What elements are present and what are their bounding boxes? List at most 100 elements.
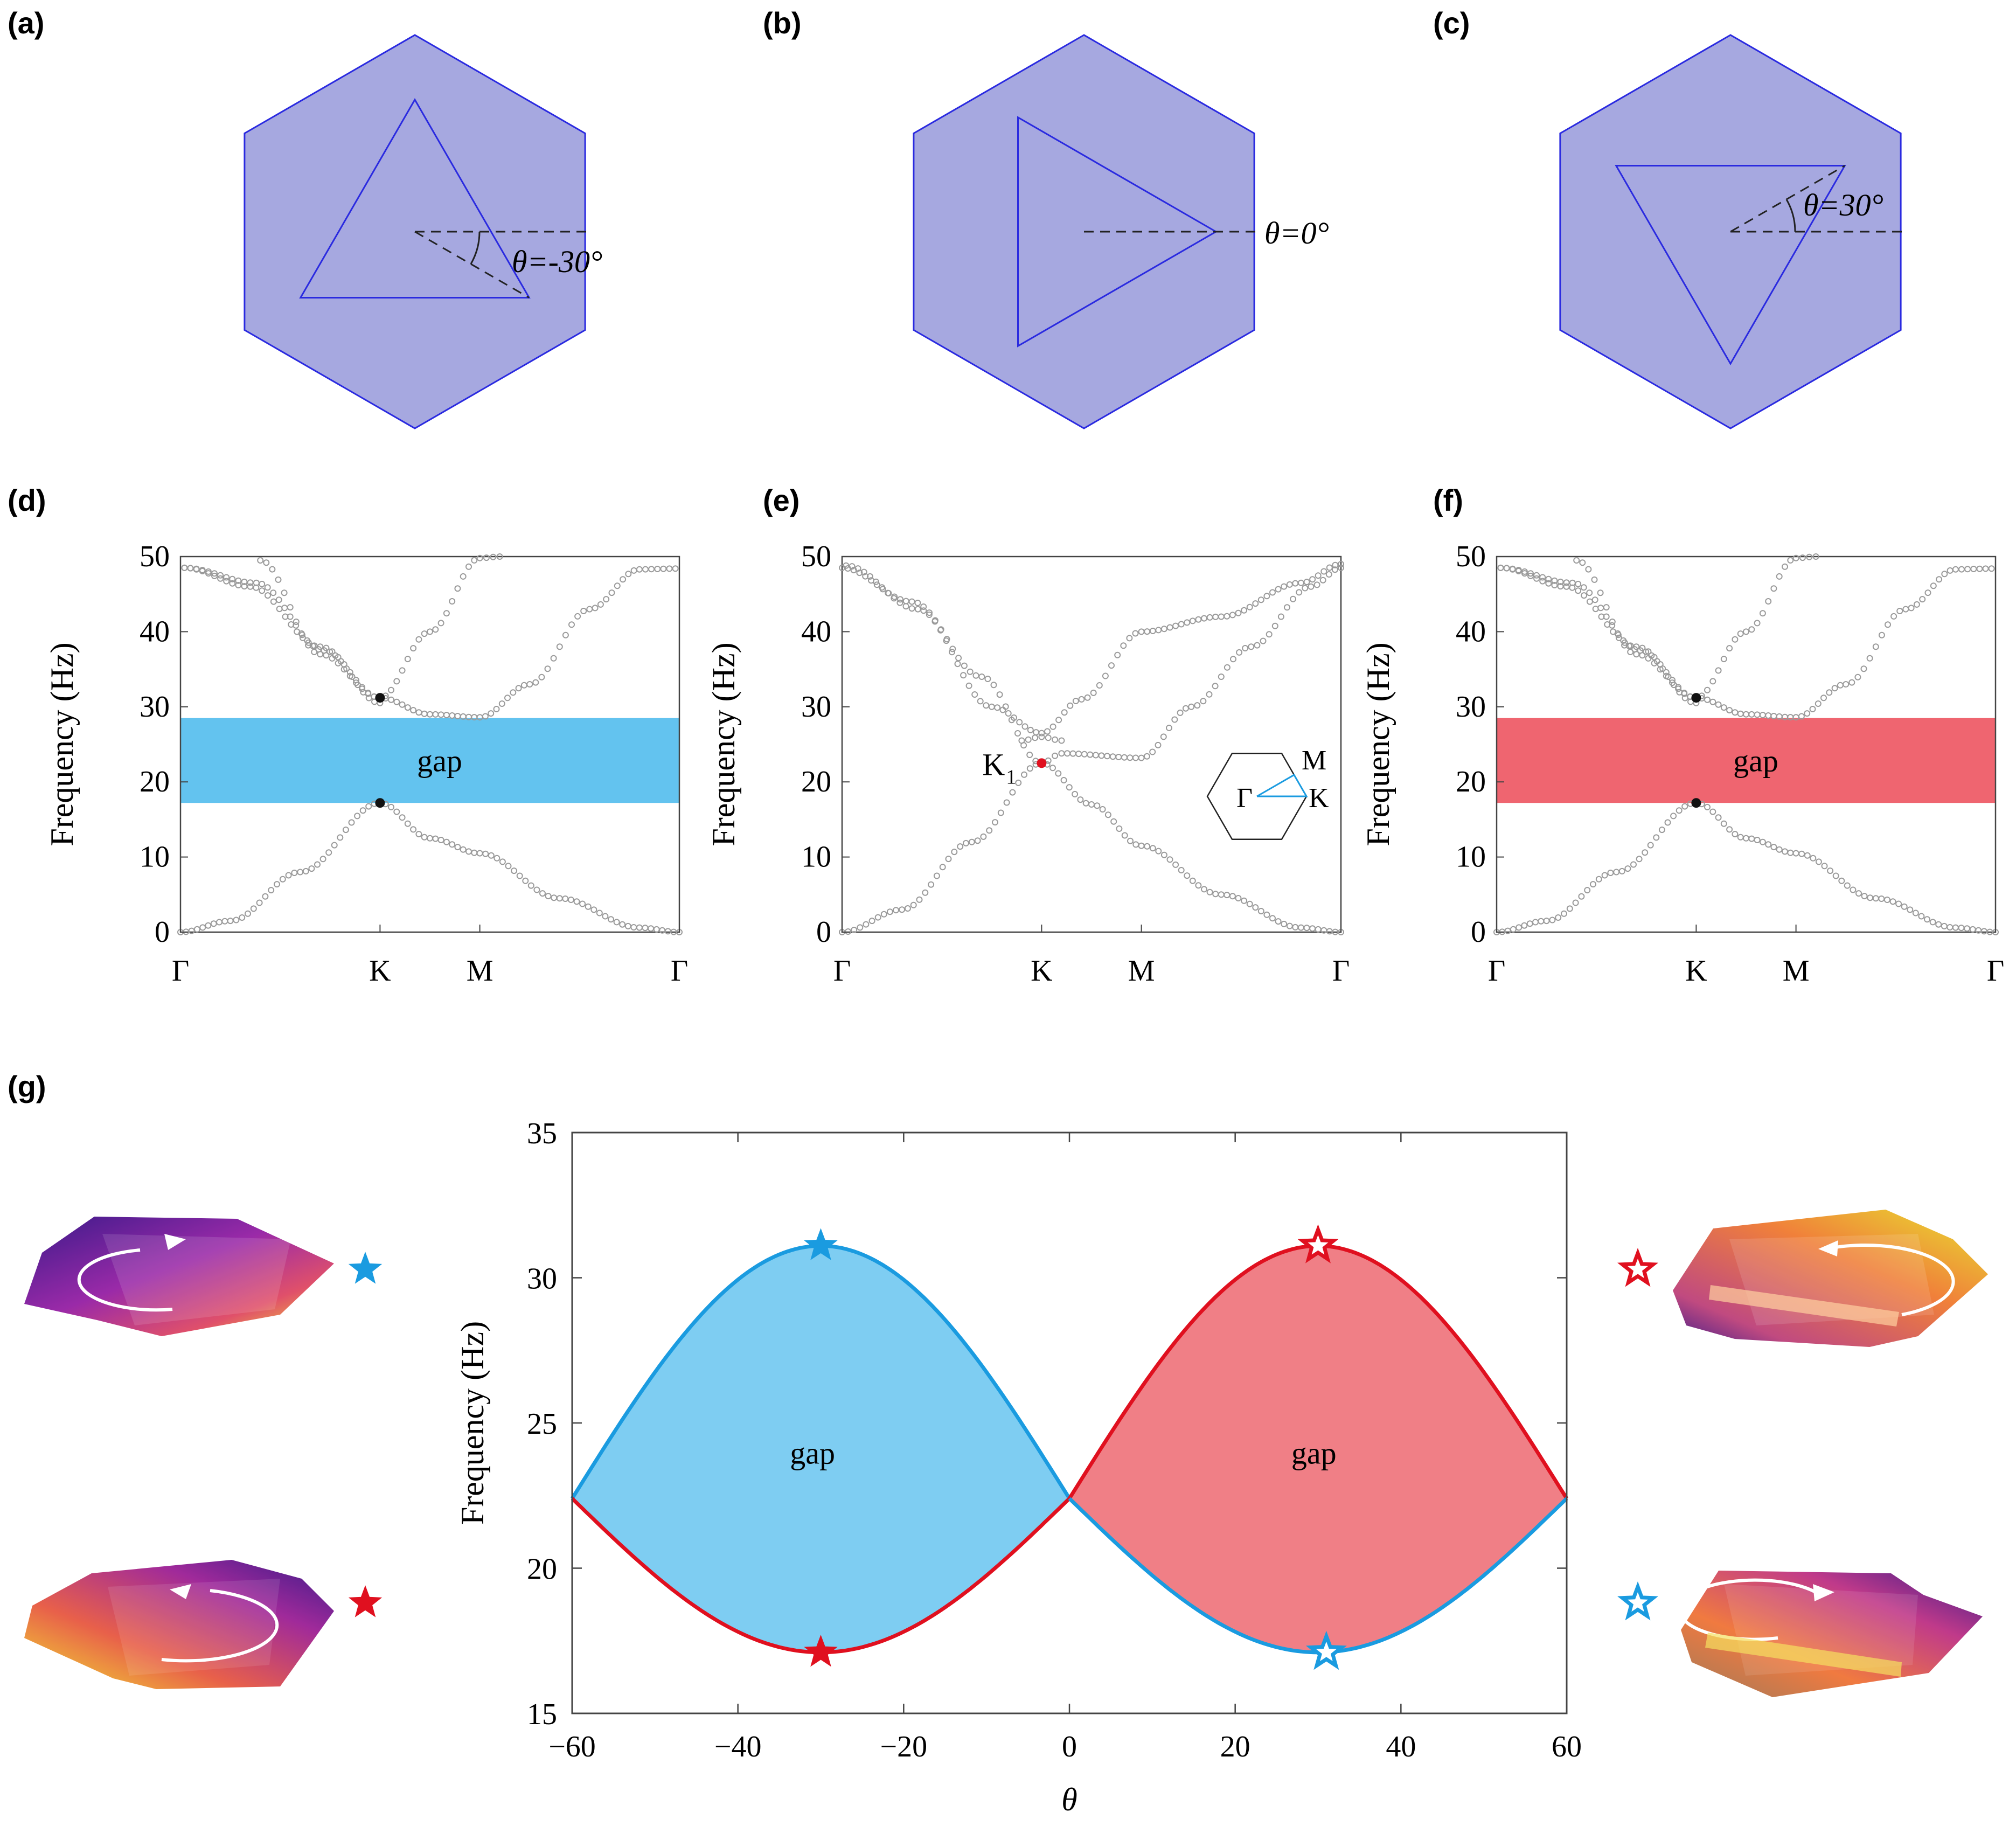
band-point: [1804, 710, 1811, 717]
band-point: [1732, 709, 1739, 716]
band-point: [999, 706, 1006, 713]
band-point: [1296, 589, 1303, 596]
x-tick-label: M: [1128, 954, 1155, 988]
bz-gamma: Γ: [1236, 783, 1253, 814]
band-point: [1171, 716, 1178, 723]
band-point: [1597, 589, 1604, 596]
band-point: [908, 598, 915, 605]
band-point: [1241, 897, 1248, 904]
band-point: [1072, 698, 1079, 704]
band-point: [856, 570, 863, 577]
band-point: [579, 900, 586, 907]
band-point: [1930, 582, 1937, 589]
band-point: [264, 584, 271, 591]
band-point: [1303, 925, 1310, 932]
band-point: [1613, 869, 1620, 876]
axes-frame: [179, 556, 680, 933]
band-point: [1044, 728, 1051, 735]
band-point: [984, 676, 991, 682]
x-tick-label: Γ: [1488, 954, 1505, 988]
band-point: [263, 559, 270, 566]
band-point: [1557, 578, 1564, 585]
mode-shape-top-right: [1673, 1210, 1988, 1347]
band-point: [293, 619, 300, 625]
band-point: [410, 707, 417, 714]
band-point: [1908, 605, 1915, 612]
band-point: [349, 673, 356, 680]
band-point: [1144, 628, 1151, 635]
band-point: [227, 918, 234, 925]
axes-frame: [841, 556, 1342, 933]
band-point: [319, 856, 326, 863]
band-point: [291, 870, 298, 876]
band-point: [239, 914, 246, 921]
band-point: [1653, 658, 1660, 665]
band-point: [630, 924, 637, 931]
band-point: [862, 573, 869, 580]
band-point: [664, 928, 671, 935]
band-point: [454, 585, 461, 592]
band-point: [868, 918, 875, 925]
band-point: [1645, 648, 1652, 655]
band-point: [1810, 855, 1817, 862]
band-point: [602, 913, 609, 920]
band-point: [1303, 579, 1310, 586]
band-point: [308, 865, 315, 872]
band-point: [1218, 613, 1225, 620]
band-point: [1084, 694, 1091, 701]
band-point: [216, 919, 223, 926]
band-point: [1263, 911, 1270, 918]
band-point: [432, 835, 439, 842]
y-tick-label: 50: [140, 540, 170, 573]
band-point: [1109, 753, 1116, 760]
band-point: [1172, 861, 1179, 868]
band-point: [1585, 566, 1592, 573]
band-point: [1189, 617, 1196, 624]
band-point: [1607, 870, 1614, 876]
band-point: [585, 903, 592, 910]
band-point: [1104, 753, 1111, 760]
band-point: [1812, 553, 1819, 560]
band-point: [636, 924, 643, 931]
band-point: [619, 921, 626, 928]
band-point: [1292, 924, 1299, 931]
band-point: [1867, 894, 1874, 901]
band-point: [1545, 580, 1552, 587]
band-point: [421, 630, 428, 637]
band-point: [1060, 777, 1067, 783]
band-point: [1121, 832, 1128, 839]
y-tick-label: 30: [527, 1262, 557, 1296]
x-tick-label: Γ: [172, 954, 189, 988]
band-point: [465, 848, 472, 855]
angle-arc: [1785, 199, 1796, 232]
band-point: [1883, 897, 1890, 903]
band-point: [1759, 610, 1766, 617]
band-point: [1860, 665, 1867, 672]
band-point: [951, 849, 958, 856]
band-point: [360, 689, 367, 696]
band-point: [1229, 893, 1236, 900]
band-point: [1055, 717, 1062, 724]
band-point: [1016, 719, 1023, 726]
band-point: [404, 820, 411, 827]
band-point: [476, 850, 483, 857]
band-point: [1765, 841, 1772, 848]
band-point: [1201, 615, 1207, 622]
band-point: [960, 672, 967, 679]
x-tick-label: 60: [1552, 1730, 1582, 1763]
panel-label-g: (g): [8, 1070, 46, 1103]
dirac-label: K: [982, 747, 1005, 782]
band-point: [957, 843, 964, 850]
band-point: [1064, 750, 1070, 757]
y-tick-label: 20: [801, 765, 831, 799]
band-point: [488, 852, 495, 859]
band-point: [1235, 609, 1242, 616]
band-point: [1526, 920, 1533, 927]
mode-shape-top-left: [24, 1217, 334, 1336]
band-point: [1290, 595, 1297, 602]
mode-shape-bottom-left: [24, 1560, 334, 1689]
band-point: [1539, 574, 1546, 581]
band-point: [625, 571, 632, 578]
band-point: [580, 608, 587, 614]
band-point: [873, 578, 879, 585]
